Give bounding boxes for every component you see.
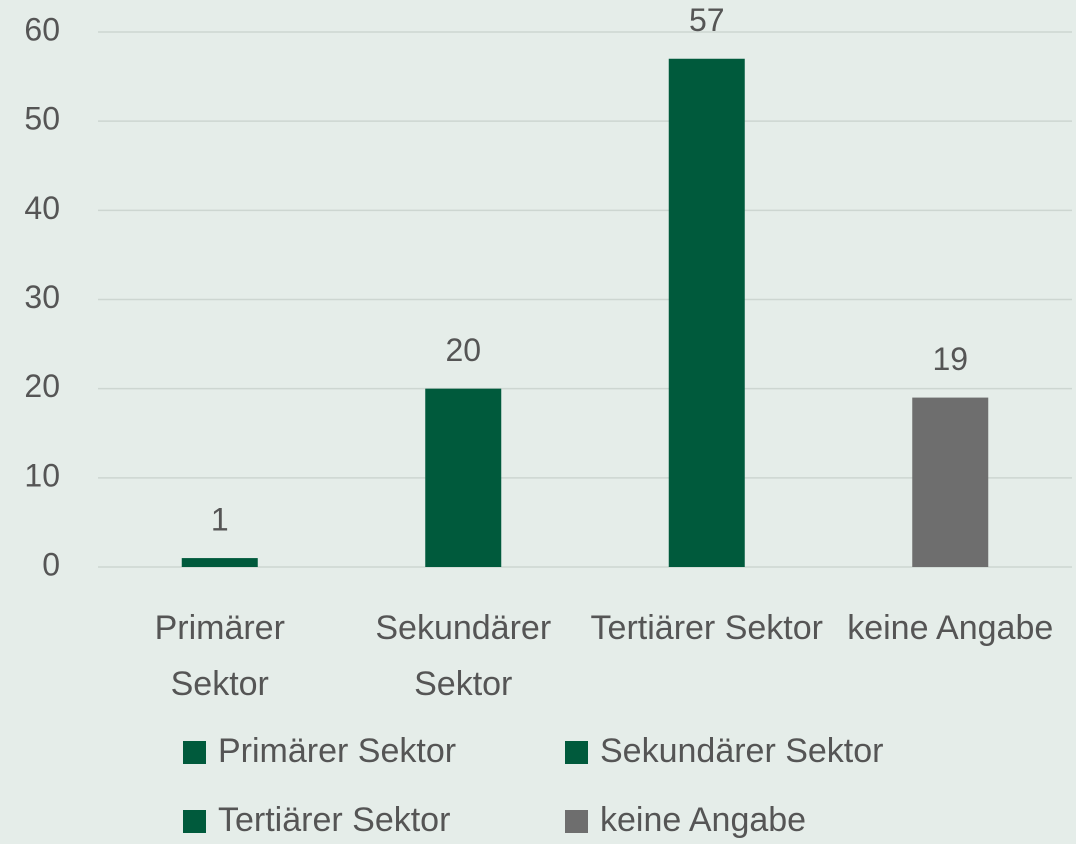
- y-tick-label: 0: [42, 546, 60, 582]
- legend-label: Tertiärer Sektor: [218, 801, 450, 839]
- legend-swatch: [565, 810, 588, 833]
- bar: [425, 388, 502, 567]
- y-tick-label: 10: [24, 457, 60, 493]
- x-tick-label: Primärer Sektor: [154, 609, 285, 703]
- x-tick-label: Tertiärer Sektor: [590, 609, 823, 647]
- legend-label: keine Angabe: [600, 801, 806, 839]
- x-tick-label: keine Angabe: [847, 609, 1054, 647]
- bar: [668, 58, 745, 567]
- x-tick-label: Sekundärer Sektor: [375, 609, 552, 703]
- y-tick-label: 20: [24, 368, 60, 404]
- y-tick-label: 30: [24, 279, 60, 315]
- y-tick-label: 60: [24, 11, 60, 47]
- legend-swatch: [183, 810, 206, 833]
- legend-label: Primärer Sektor: [218, 732, 456, 770]
- y-tick-label: 40: [24, 190, 60, 226]
- bar: [912, 397, 989, 567]
- bar: [181, 558, 258, 567]
- data-label: 1: [211, 502, 229, 538]
- data-label: 19: [932, 341, 968, 377]
- legend-swatch: [183, 741, 206, 764]
- y-tick-label: 50: [24, 101, 60, 137]
- legend-label: Sekundärer Sektor: [600, 732, 884, 770]
- legend-swatch: [565, 741, 588, 764]
- data-label: 20: [445, 332, 481, 368]
- data-label: 57: [689, 2, 725, 38]
